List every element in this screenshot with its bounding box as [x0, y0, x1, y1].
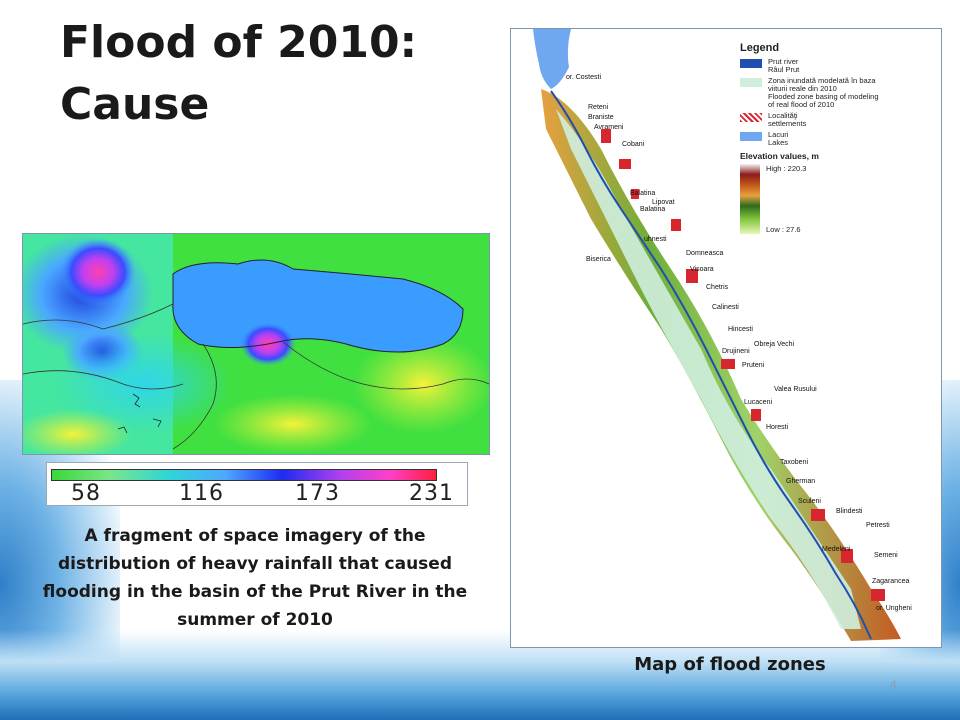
elevation-scale: High : 220.3 Low : 27.6: [740, 164, 930, 234]
place-label: Zagarancea: [872, 578, 910, 585]
rainfall-color-scale: 58 116 173 231: [46, 462, 468, 506]
place-label: Biserica: [586, 256, 611, 263]
legend-label-river: Prut river Râul Prut: [768, 57, 800, 74]
scale-label-231: 231: [409, 481, 454, 506]
place-label: or. Ungheni: [876, 605, 912, 612]
place-label: Taxobeni: [780, 459, 809, 466]
legend-item-settlements: Localităţi settlements: [740, 112, 930, 128]
legend-title: Legend: [740, 42, 780, 54]
place-label: Obreja Vechi: [754, 341, 795, 348]
elevation-title: Elevation values, m: [740, 151, 819, 161]
legend-item-lakes: Lacuri Lakes: [740, 131, 930, 147]
place-label: Horesti: [766, 424, 789, 431]
place-label: Lucaceni: [744, 399, 773, 406]
place-label: Balatina: [640, 206, 666, 213]
scale-label-116: 116: [179, 481, 224, 506]
place-label: Cobani: [622, 141, 645, 148]
page-number: 4: [890, 678, 897, 692]
legend-label-lakes: Lacuri Lakes: [768, 130, 789, 147]
place-label: Braniste: [588, 114, 614, 121]
legend-item-flooded-zone: Zona inundată modelată în baza viiturii …: [740, 77, 930, 109]
place-label: Visoara: [690, 266, 714, 273]
rainfall-caption: A fragment of space imagery of the distr…: [42, 526, 468, 630]
settlements-swatch: [740, 113, 762, 122]
place-label: Sculeni: [798, 498, 821, 505]
place-label: Chetris: [706, 284, 729, 291]
place-label: uhnesti: [644, 236, 667, 243]
place-label: Pruteni: [742, 362, 765, 369]
place-label: Gherman: [786, 478, 816, 485]
title-line-2: Cause: [60, 79, 210, 130]
flood-map-legend: Legend Prut river Râul Prut Zona inundat…: [740, 42, 930, 234]
place-label: Domneasca: [686, 250, 724, 257]
scale-gradient-bar: [51, 469, 437, 481]
place-label: Petresti: [866, 522, 890, 529]
legend-label-settlements: Localităţi settlements: [768, 111, 807, 128]
place-label: Reteni: [588, 104, 609, 111]
elevation-high-label: High : 220.3: [766, 164, 807, 173]
place-label: or. Costesti: [566, 74, 602, 81]
flood-zone-map-image: [510, 28, 942, 648]
place-label: Avrameni: [594, 124, 624, 131]
legend-item-river: Prut river Râul Prut: [740, 58, 930, 74]
flooded-zone-swatch: [740, 78, 762, 87]
place-label: Semeni: [874, 552, 898, 559]
slide-title: Flood of 2010: Cause: [60, 12, 480, 136]
place-label: Medeleni: [822, 546, 851, 553]
river-swatch: [740, 59, 762, 68]
lakes-swatch: [740, 132, 762, 141]
legend-label-flooded-zone: Zona inundată modelată în baza viiturii …: [768, 76, 879, 109]
place-label: Hincesti: [728, 326, 753, 333]
flood-map-caption: Map of flood zones: [634, 654, 826, 675]
place-label: Lipovat: [652, 199, 675, 206]
place-label: Valea Rusului: [774, 386, 817, 393]
place-label: Calinesti: [712, 304, 739, 311]
title-line-1: Flood of 2010:: [60, 17, 418, 68]
place-label: Balatina: [630, 190, 656, 197]
elevation-low-label: Low : 27.6: [766, 225, 801, 234]
place-label: Drujineni: [722, 348, 750, 355]
scale-label-58: 58: [71, 481, 101, 506]
scale-label-173: 173: [295, 481, 340, 506]
rainfall-map-image: [22, 233, 490, 455]
elevation-gradient-bar: [740, 164, 760, 234]
place-label: Blindesti: [836, 508, 863, 515]
